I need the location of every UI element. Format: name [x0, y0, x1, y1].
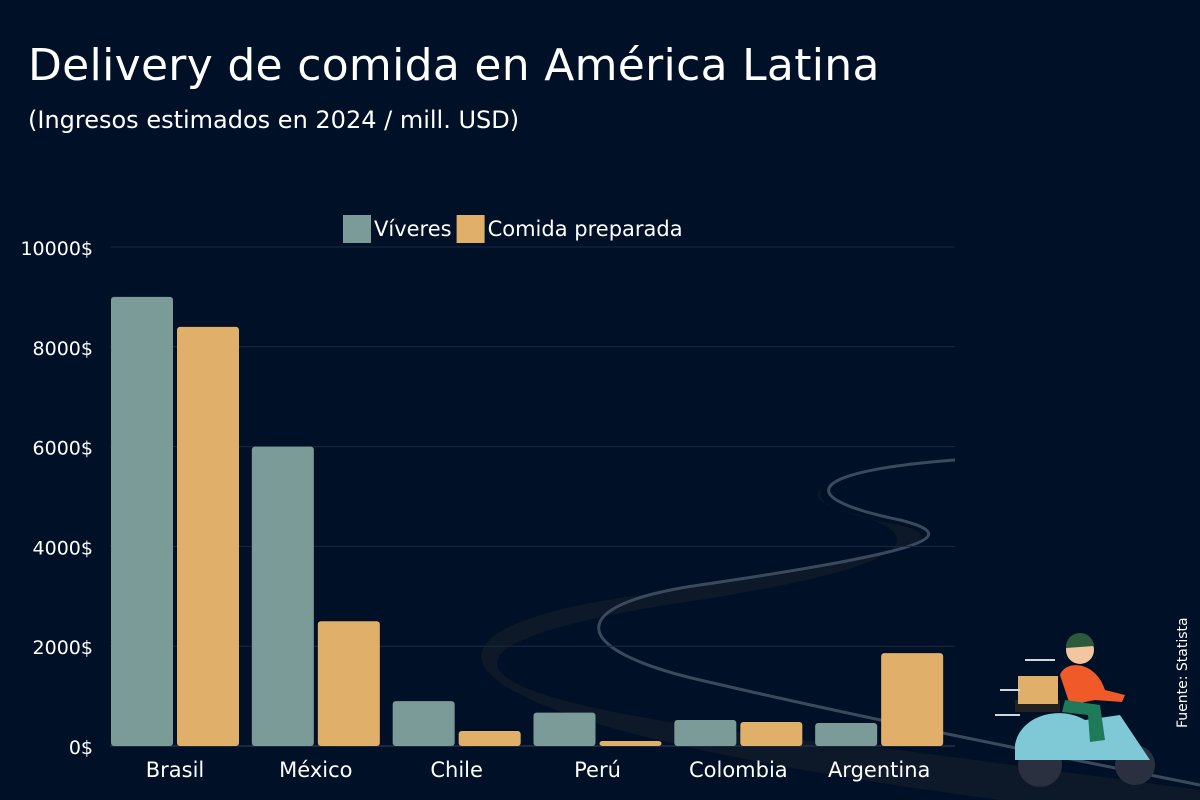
- y-tick-label: 4000$: [33, 537, 93, 559]
- bar-Chile-Víveres: [392, 701, 455, 746]
- chart-title: Delivery de comida en América Latina: [28, 40, 880, 91]
- y-tick-label: 6000$: [33, 438, 93, 460]
- x-tick-label: Argentina: [828, 758, 930, 782]
- bar-Perú-Comida preparada: [599, 741, 662, 746]
- bar-Colombia-Víveres: [674, 720, 737, 746]
- bar-Brasil-Comida preparada: [177, 326, 239, 746]
- bar-Perú-Víveres: [533, 712, 596, 746]
- x-tick-label: México: [279, 758, 352, 782]
- bar-México-Comida preparada: [317, 621, 380, 746]
- bar-México-Víveres: [251, 446, 314, 746]
- y-tick-label: 10000$: [20, 238, 93, 260]
- bar-Brasil-Víveres: [111, 296, 173, 746]
- legend-label: Comida preparada: [488, 217, 683, 241]
- legend-swatch: [343, 215, 371, 243]
- scooter-illustration: [995, 632, 1155, 787]
- legend-label: Víveres: [374, 217, 452, 241]
- x-tick-label: Perú: [574, 758, 621, 782]
- y-tick-label: 2000$: [33, 637, 93, 659]
- x-tick-label: Colombia: [689, 758, 788, 782]
- bar-Argentina-Víveres: [815, 723, 878, 746]
- x-tick-label: Brasil: [146, 758, 205, 782]
- legend-swatch: [456, 215, 485, 243]
- chart-subtitle: (Ingresos estimados en 2024 / mill. USD): [28, 106, 520, 134]
- bar-Chile-Comida preparada: [458, 731, 521, 746]
- y-tick-label: 0$: [69, 737, 93, 759]
- bar-Colombia-Comida preparada: [740, 722, 803, 746]
- y-tick-label: 8000$: [33, 338, 93, 360]
- x-tick-label: Chile: [430, 758, 483, 782]
- bar-Argentina-Comida preparada: [881, 653, 944, 746]
